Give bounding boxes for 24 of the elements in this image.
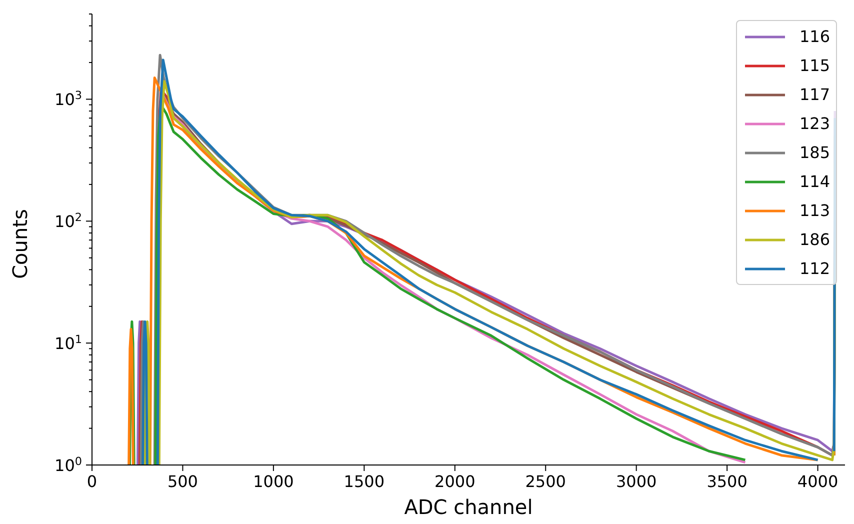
x-tick-label: 1500 (344, 472, 385, 491)
x-tick-label: 500 (167, 472, 198, 491)
x-tick-label: 4000 (797, 472, 838, 491)
legend-label: 186 (799, 229, 830, 251)
legend-label: 113 (799, 200, 830, 222)
x-tick-label: 1000 (253, 472, 294, 491)
legend-label: 114 (799, 171, 830, 193)
legend-label: 123 (799, 113, 830, 135)
legend-label: 117 (799, 84, 830, 106)
legend-label: 112 (799, 258, 830, 280)
x-axis-title: ADC channel (404, 495, 533, 519)
legend-label: 185 (799, 142, 830, 164)
x-tick-label: 3500 (706, 472, 748, 491)
x-tick-label: 2500 (525, 472, 566, 491)
legend-label: 115 (799, 55, 830, 77)
y-tick-label: 10$^{0}$ (54, 454, 82, 475)
x-tick-label: 3000 (616, 472, 657, 491)
y-tick-label: 10$^{2}$ (54, 210, 82, 232)
legend-label: 116 (799, 26, 830, 48)
x-tick-label: 2000 (434, 472, 476, 491)
x-tick-label: 0 (86, 472, 98, 491)
y-tick-label: 10$^{1}$ (54, 332, 82, 354)
y-tick-label: 10$^{3}$ (54, 88, 82, 110)
y-axis-title: Counts (8, 209, 32, 279)
